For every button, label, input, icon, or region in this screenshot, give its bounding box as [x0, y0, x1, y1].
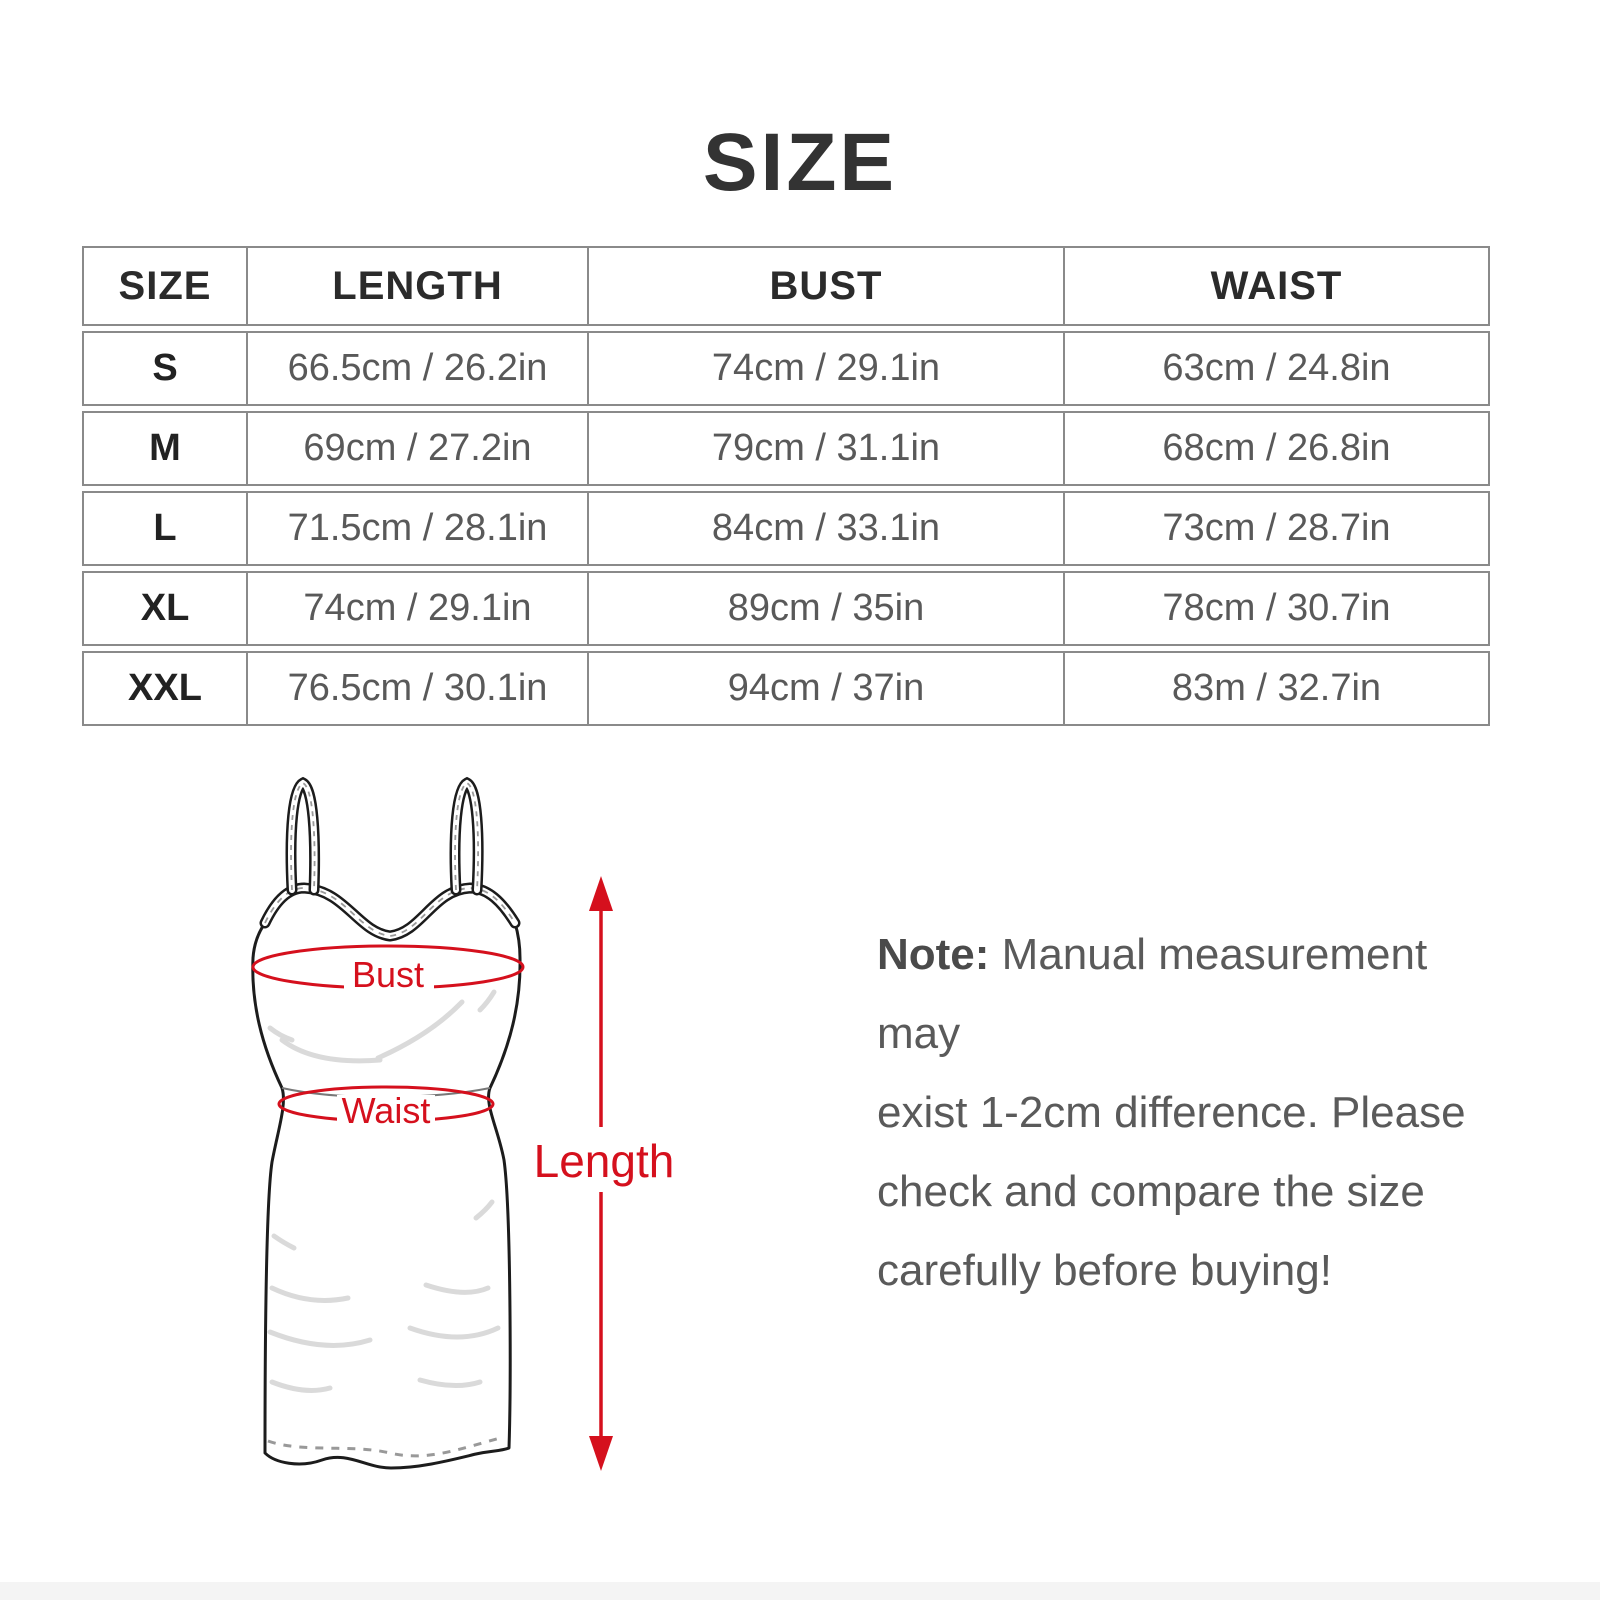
measurement-note: Note: Manual measurement may exist 1-2cm… [877, 915, 1477, 1310]
table-row-s: S 66.5cm / 26.2in 74cm / 29.1in 63cm / 2… [82, 331, 1490, 406]
length-arrow [589, 876, 613, 1471]
column-header-bust: BUST [589, 246, 1065, 326]
table-row-l: L 71.5cm / 28.1in 84cm / 33.1in 73cm / 2… [82, 491, 1490, 566]
right-strap [449, 776, 484, 896]
bust-label-mask [344, 959, 434, 991]
note-line-3: check and compare the size [877, 1167, 1425, 1216]
note-line-1: Note: Manual measurement may [877, 915, 1477, 1073]
length-label: Length [534, 1135, 675, 1187]
length-value: 71.5cm / 28.1in [248, 491, 589, 566]
bust-value: 74cm / 29.1in [589, 331, 1065, 406]
waist-value: 68cm / 26.8in [1065, 411, 1490, 486]
length-value: 74cm / 29.1in [248, 571, 589, 646]
waist-label: Waist [342, 1090, 431, 1131]
size-chart-table-container: SIZE LENGTH BUST WAIST S 66.5cm / 26.2in… [82, 241, 1490, 731]
note-line-4: carefully before buying! [877, 1246, 1332, 1295]
note-line-2: exist 1-2cm difference. Please [877, 1088, 1466, 1137]
size-label: XXL [82, 651, 248, 726]
waist-label-mask [337, 1095, 435, 1127]
dress-sketch-icon: Bust Waist Length [251, 776, 675, 1471]
table-row-xxl: XXL 76.5cm / 30.1in 94cm / 37in 83m / 32… [82, 651, 1490, 726]
bust-value: 79cm / 31.1in [589, 411, 1065, 486]
waist-value: 63cm / 24.8in [1065, 331, 1490, 406]
size-chart-table: SIZE LENGTH BUST WAIST S 66.5cm / 26.2in… [82, 241, 1490, 731]
bust-value: 84cm / 33.1in [589, 491, 1065, 566]
page-title: SIZE [702, 117, 898, 208]
table-header-row: SIZE LENGTH BUST WAIST [82, 246, 1490, 326]
column-header-length: LENGTH [248, 246, 589, 326]
waist-value: 73cm / 28.7in [1065, 491, 1490, 566]
length-value: 76.5cm / 30.1in [248, 651, 589, 726]
note-line-1-text: Manual measurement may [877, 930, 1428, 1058]
table-row-xl: XL 74cm / 29.1in 89cm / 35in 78cm / 30.7… [82, 571, 1490, 646]
column-header-waist: WAIST [1065, 246, 1490, 326]
bust-value: 94cm / 37in [589, 651, 1065, 726]
size-label: S [82, 331, 248, 406]
length-value: 69cm / 27.2in [248, 411, 589, 486]
size-label: M [82, 411, 248, 486]
left-strap [285, 776, 321, 896]
column-header-size: SIZE [82, 246, 248, 326]
size-label: L [82, 491, 248, 566]
size-label: XL [82, 571, 248, 646]
footer-strip [0, 1582, 1600, 1600]
waist-value: 83m / 32.7in [1065, 651, 1490, 726]
length-value: 66.5cm / 26.2in [248, 331, 589, 406]
table-row-m: M 69cm / 27.2in 79cm / 31.1in 68cm / 26.… [82, 411, 1490, 486]
bust-label: Bust [352, 954, 424, 995]
bust-value: 89cm / 35in [589, 571, 1065, 646]
waist-value: 78cm / 30.7in [1065, 571, 1490, 646]
note-prefix: Note: [877, 930, 990, 979]
dress-measurement-diagram: Bust Waist Length [230, 740, 710, 1510]
fabric-wrinkles [267, 989, 501, 1393]
hem-stitch-line [267, 1435, 505, 1458]
